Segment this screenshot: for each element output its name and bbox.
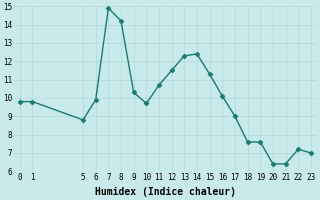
X-axis label: Humidex (Indice chaleur): Humidex (Indice chaleur) xyxy=(95,187,236,197)
